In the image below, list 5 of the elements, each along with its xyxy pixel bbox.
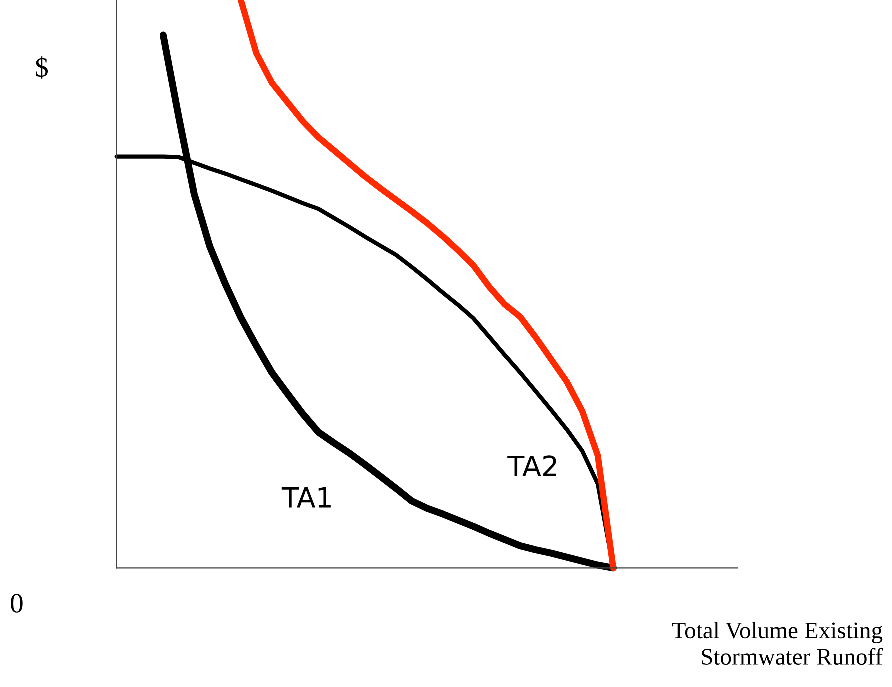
text: 0 [11, 594, 23, 613]
x-axis-title: Total Volume Existing Stormwater Runoff [672, 622, 884, 666]
annotation: TA2 [508, 456, 556, 476]
annotation: TA1 [282, 488, 331, 508]
y-axis-title: $ [36, 56, 48, 79]
